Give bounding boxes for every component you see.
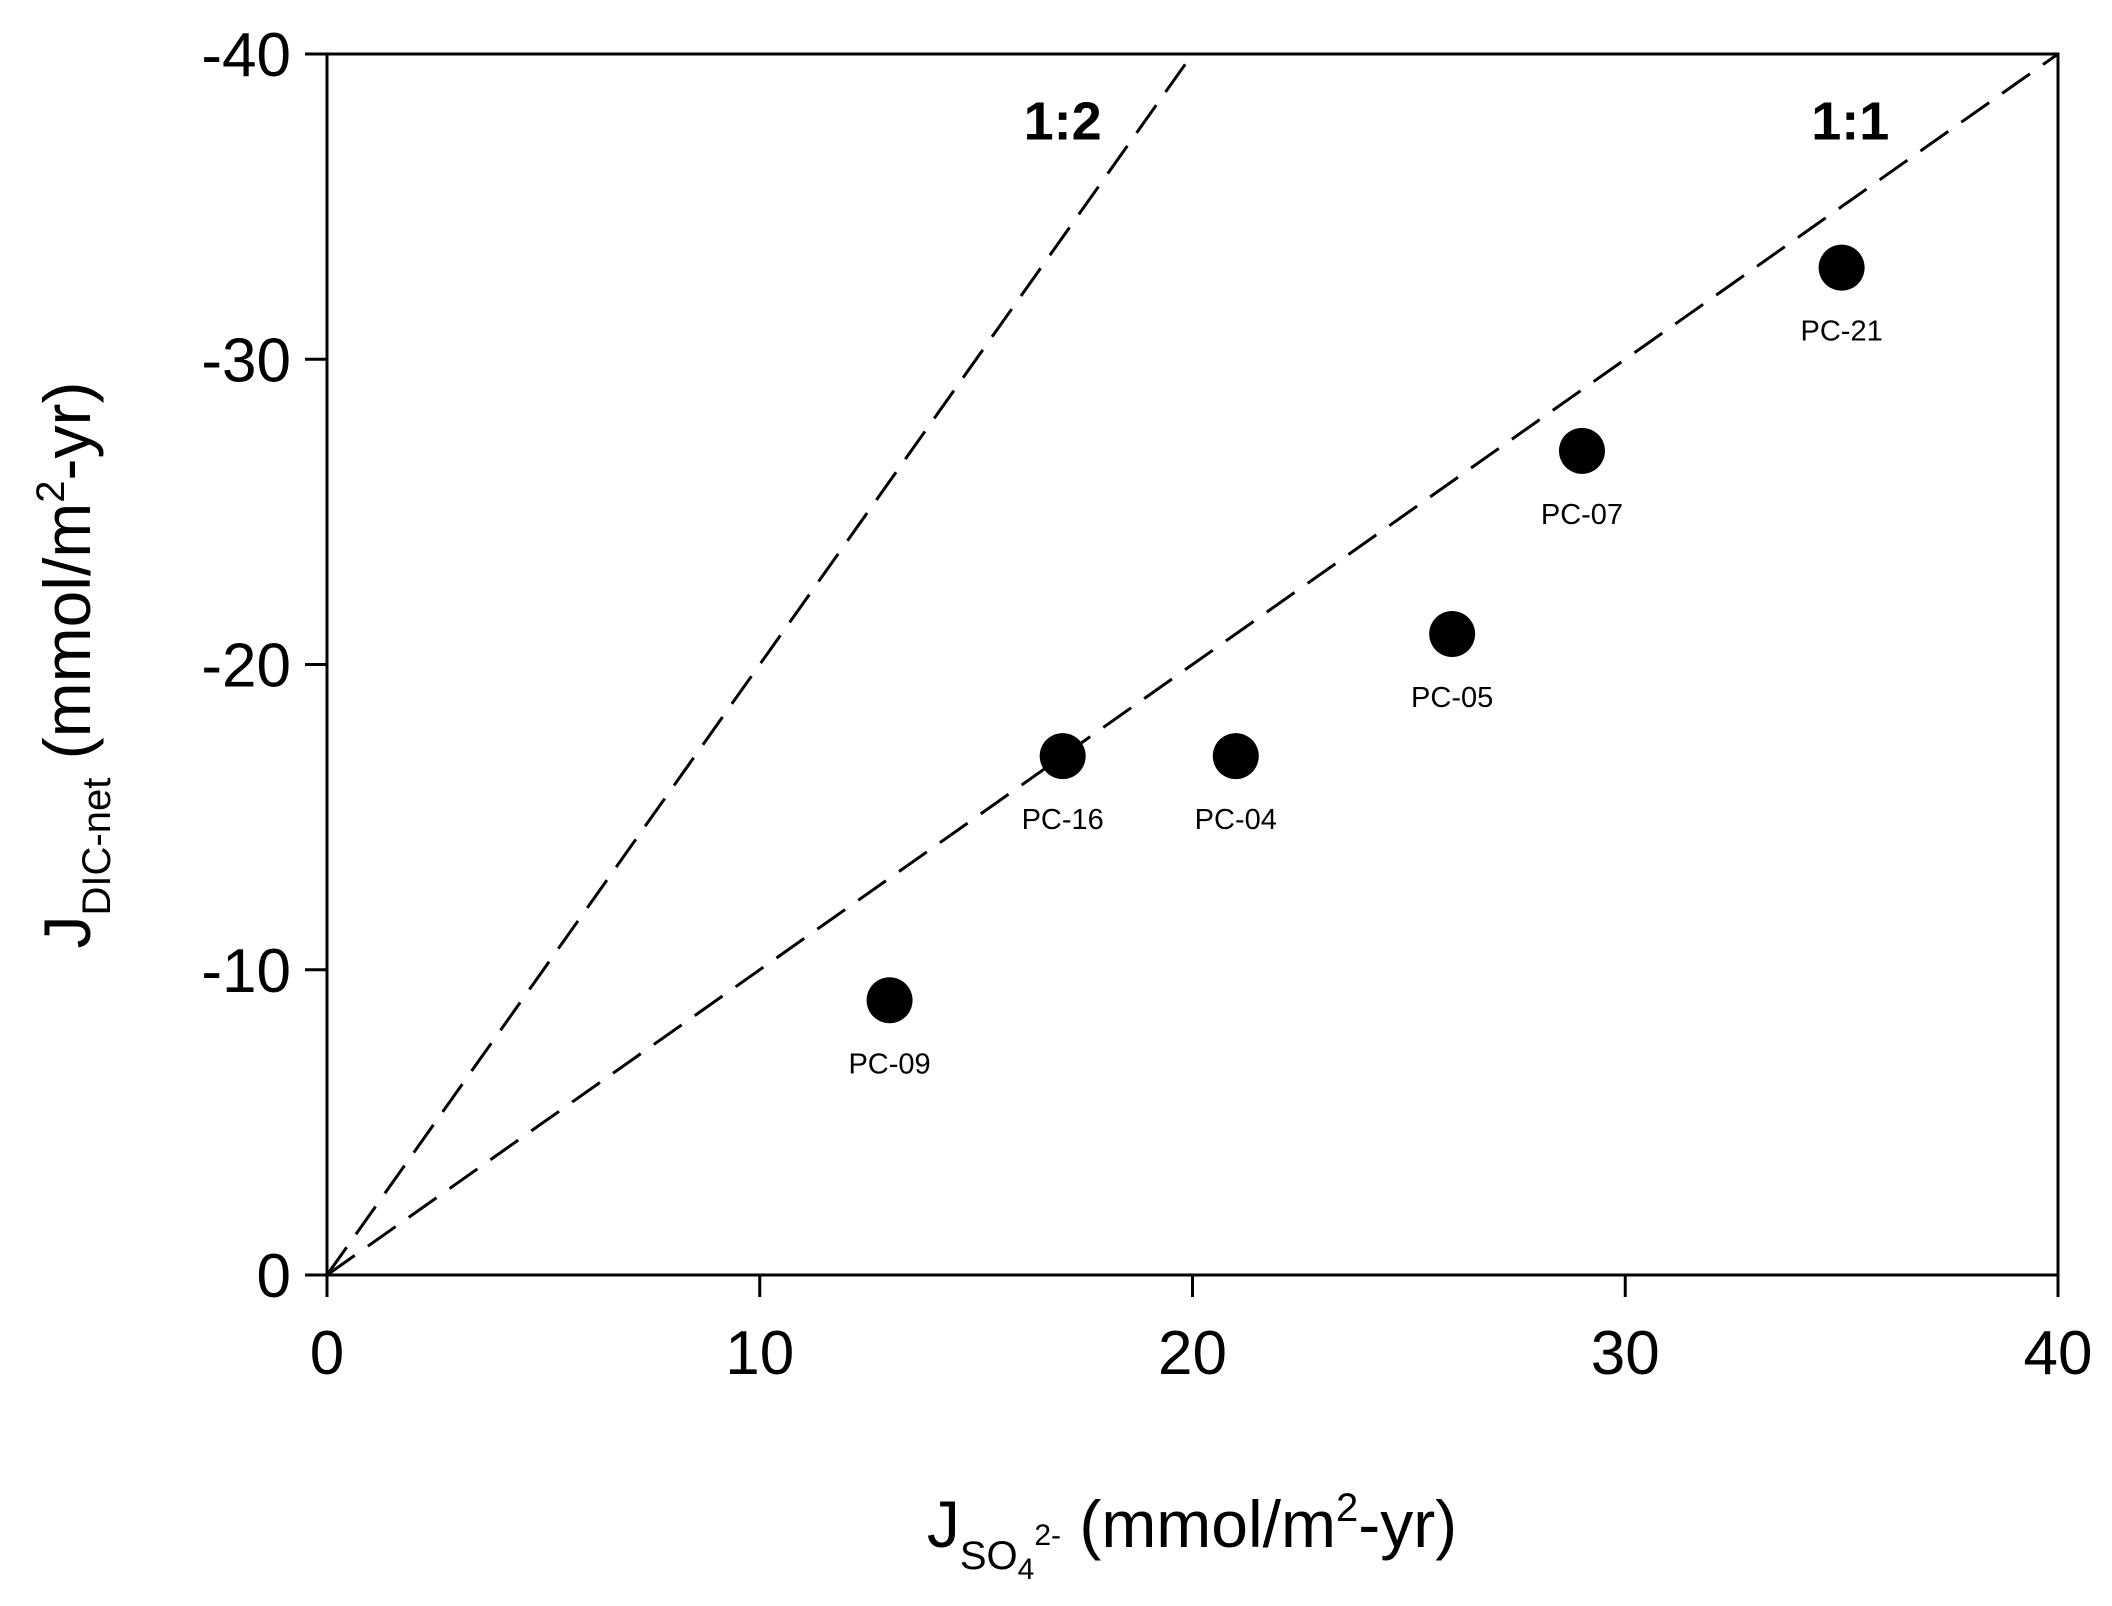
data-point-pc-09 [866,977,913,1024]
x-axis-units-sup: 2 [1336,1486,1358,1530]
data-point-label: PC-07 [1541,499,1623,531]
reference-line-label: 1:1 [1811,91,1889,151]
x-axis-symbol: J [927,1487,960,1561]
y-tick-label: -30 [201,326,291,395]
x-axis-units: (mmol/m [1061,1487,1336,1561]
data-point-label: PC-04 [1195,804,1277,836]
y-axis-units: (mmol/m [30,503,104,778]
x-axis-subscript-sub: 4 [1018,1553,1035,1586]
data-point-label: PC-05 [1411,682,1493,714]
data-point-label: PC-16 [1022,804,1104,836]
x-tick-label: 0 [310,1319,344,1388]
data-point-pc-05 [1429,610,1476,657]
x-tick-label: 10 [725,1319,794,1388]
data-point-pc-16 [1039,733,1086,780]
data-points: PC-09 PC-16 PC-04 PC-05 PC-07 PC-21 [848,244,1883,1080]
x-axis-label: JSO42- (mmol/m2-yr) [927,1486,1457,1586]
data-point-pc-04 [1212,733,1259,780]
data-point-label: PC-21 [1801,316,1883,348]
reference-lines: 1:2 1:1 [325,52,2059,1277]
x-axis-units-suffix: -yr) [1358,1487,1457,1561]
x-tick-label: 30 [1591,1319,1660,1388]
reference-line-1-1 [326,52,2059,1277]
data-point-pc-07 [1558,427,1605,474]
y-tick-label: -10 [201,937,291,1006]
y-axis-units-sup: 2 [29,480,73,502]
x-axis-subscript: SO [960,1534,1018,1578]
x-tick-label: 20 [1158,1319,1227,1388]
y-tick-label: 0 [257,1242,291,1311]
y-tick-label: -40 [201,21,291,90]
y-axis-symbol: J [30,915,104,948]
y-axis-subscript: DIC-net [75,778,119,916]
y-axis-label: JDIC-net (mmol/m2-yr) [29,382,119,949]
reference-line-1-2 [325,53,1194,1276]
data-point-pc-21 [1818,244,1865,291]
x-axis-subscript-sup: 2- [1034,1519,1061,1552]
y-axis-units-suffix: -yr) [30,382,104,481]
axes: 0 10 20 30 40 0 -10 -20 -30 -40 [201,21,2092,1388]
reference-line-label: 1:2 [1024,91,1102,151]
y-tick-label: -20 [201,632,291,701]
data-point-label: PC-09 [848,1048,930,1080]
x-tick-label: 40 [2024,1319,2093,1388]
axis-labels: JSO42- (mmol/m2-yr)JDIC-net (mmol/m2-yr) [29,382,1457,1586]
